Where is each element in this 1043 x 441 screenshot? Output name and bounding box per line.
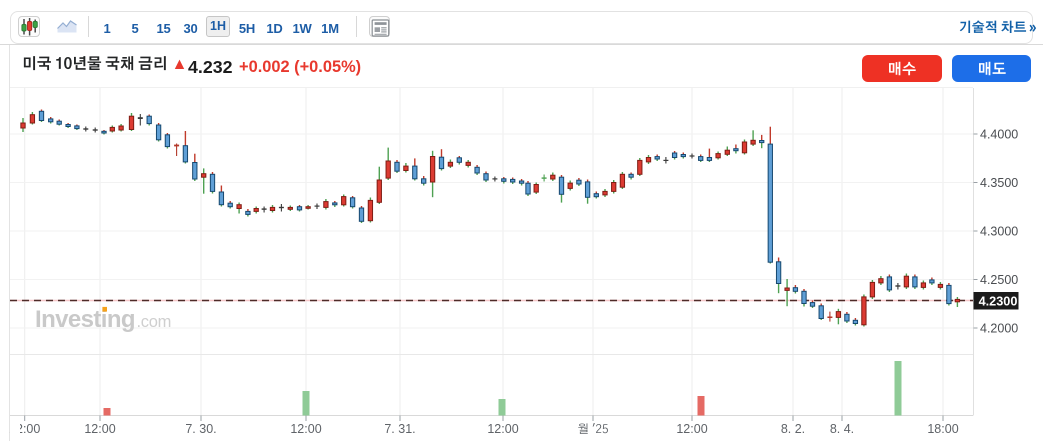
svg-text:4.2000: 4.2000 (980, 321, 1018, 335)
svg-text:4.232: 4.232 (188, 57, 233, 77)
svg-text:12:00: 12:00 (487, 422, 518, 436)
svg-text:Investing: Investing (35, 306, 135, 333)
svg-text:4.4000: 4.4000 (980, 127, 1018, 141)
svg-text:8. 4.: 8. 4. (830, 422, 854, 436)
svg-text:.com: .com (137, 313, 172, 331)
svg-text:12:00: 12:00 (290, 422, 321, 436)
svg-text:8. 2.: 8. 2. (781, 422, 805, 436)
svg-text:4.2500: 4.2500 (980, 273, 1018, 287)
svg-text:4.2300: 4.2300 (979, 294, 1018, 308)
svg-text:7. 30.: 7. 30. (185, 422, 216, 436)
svg-text:12:00: 12:00 (676, 422, 707, 436)
svg-text:4.3500: 4.3500 (980, 176, 1018, 190)
svg-text:4.3000: 4.3000 (980, 224, 1018, 238)
svg-text:7. 31.: 7. 31. (384, 422, 415, 436)
svg-text:+0.002 (+0.05%): +0.002 (+0.05%) (239, 58, 361, 76)
svg-text:12:00: 12:00 (84, 422, 115, 436)
svg-text:18:00: 18:00 (927, 422, 958, 436)
